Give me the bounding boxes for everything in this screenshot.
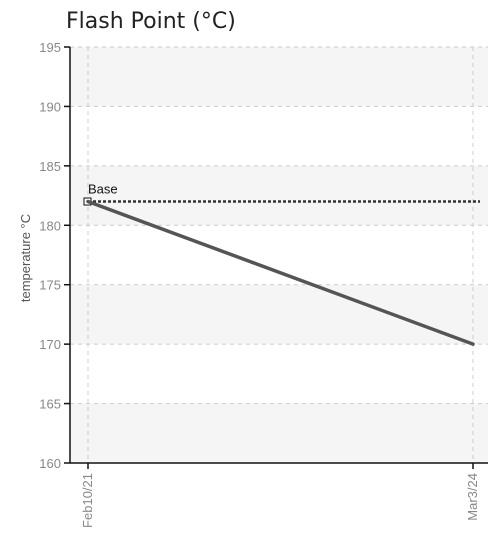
background-band [70,284,488,345]
data-point [471,342,475,346]
y-tick-label: 180 [39,218,61,233]
y-tick-label: 185 [39,159,61,174]
series-lines [86,199,475,346]
y-axis-label: temperature °C [18,214,33,302]
x-tick-label: Feb10/21 [80,473,95,528]
y-tick-label: 165 [39,397,61,412]
y-tick-label: 190 [39,99,61,114]
series-line [86,199,475,346]
background-band [70,47,488,107]
background-band [70,403,488,463]
x-tick-labels: Feb10/21 Mar3/24 [80,473,480,528]
base-reference-label: Base [88,182,118,197]
data-point [86,200,90,204]
y-tick-label: 175 [39,278,61,293]
background-bands [70,47,488,463]
y-tick-label: 195 [39,40,61,55]
axes [64,46,488,469]
y-tick-label: 170 [39,337,61,352]
background-band [70,165,488,226]
x-tick-label: Mar3/24 [465,473,480,521]
grid-lines [70,46,488,463]
chart-title: Flash Point (°C) [66,9,236,34]
y-tick-labels: 160 165 170 175 180 185 190 195 [39,40,61,471]
y-tick-label: 160 [39,456,61,471]
